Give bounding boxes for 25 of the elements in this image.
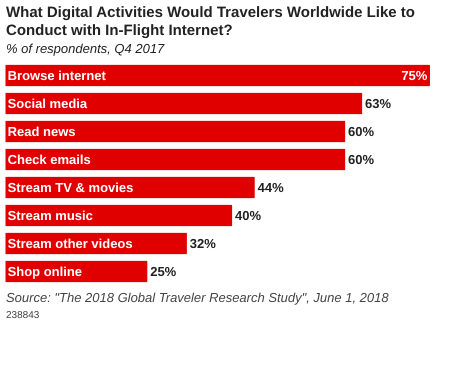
- y-tick-label: Stream music: [8, 208, 93, 223]
- data-label: 60%: [348, 124, 375, 139]
- y-tick-label: Social media: [8, 96, 88, 111]
- source-note: Source: "The 2018 Global Traveler Research Study", June 1, 2018: [6, 288, 389, 307]
- chart-subtitle: % of respondents, Q4 2017: [6, 40, 164, 58]
- data-label: 60%: [348, 152, 375, 167]
- bar: [6, 64, 430, 86]
- text: 238843: [6, 309, 40, 324]
- y-tick-label: Check emails: [8, 152, 91, 167]
- data-label: 63%: [365, 96, 392, 111]
- bar: [6, 92, 362, 114]
- bar: [6, 148, 346, 170]
- y-tick-label: Stream other videos: [8, 236, 133, 251]
- y-tick-label: Read news: [8, 124, 76, 139]
- data-label: 44%: [258, 180, 284, 195]
- data-label: 40%: [235, 208, 262, 223]
- y-tick-label: Shop online: [8, 264, 82, 279]
- chart-title: What Digital Activities Would Travelers Worldwide Like to Conduct with In-Flight Internet?: [6, 4, 416, 40]
- data-label: 25%: [150, 264, 177, 279]
- data-label: 32%: [190, 236, 216, 251]
- bar: [6, 120, 346, 142]
- data-label: 75%: [401, 68, 428, 83]
- bar: [6, 204, 232, 226]
- y-tick-label: Stream TV & movies: [8, 180, 134, 195]
- y-tick-label: Browse internet: [8, 68, 107, 83]
